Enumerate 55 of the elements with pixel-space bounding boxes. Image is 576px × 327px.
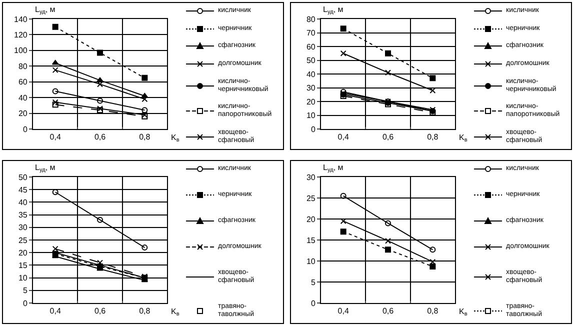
- y-tick-label: 20: [306, 97, 316, 106]
- x-tick-label: 0,4: [50, 132, 62, 142]
- x-axis-title: K$_{в}$: [459, 133, 468, 144]
- y-axis-title: L$_{уд}$, м: [323, 5, 344, 16]
- y-tick-label: 140: [14, 14, 28, 24]
- y-tick-label: 40: [18, 198, 28, 207]
- y-tick-label: 40: [306, 70, 316, 79]
- y-tick-label: 60: [306, 42, 316, 52]
- x-tick-label: 0,4: [50, 306, 62, 316]
- y-tick-label: 10: [18, 274, 28, 283]
- y-tick-label: 50: [18, 172, 28, 182]
- y-tick-label: 100: [14, 46, 28, 56]
- x-tick-label: 0,8: [139, 306, 151, 316]
- y-tick-label: 15: [18, 261, 28, 270]
- y-axis-title: L$_{уд}$, м: [35, 163, 56, 174]
- y-tick-label: 0: [310, 298, 316, 308]
- y-tick-label: 70: [306, 28, 316, 38]
- x-tick-label: 0,6: [94, 132, 106, 142]
- y-tick-label: 120: [14, 30, 28, 40]
- x-tick-label: 0,8: [427, 132, 439, 142]
- y-tick-label: 80: [306, 14, 316, 24]
- y-tick-label: 60: [18, 78, 28, 87]
- y-axis-title: L$_{уд}$, м: [35, 5, 56, 16]
- y-tick-label: 0: [310, 124, 316, 134]
- y-tick-label: 80: [18, 62, 28, 71]
- x-tick-label: 0,8: [427, 306, 439, 316]
- y-tick-label: 10: [306, 256, 316, 266]
- y-tick-label: 10: [306, 111, 316, 120]
- y-tick-label: 40: [18, 93, 28, 102]
- x-tick-label: 0,4: [338, 132, 350, 142]
- y-tick-label: 35: [18, 210, 28, 220]
- y-tick-label: 5: [22, 286, 28, 296]
- y-tick-label: 45: [18, 185, 28, 194]
- y-tick-label: 25: [18, 236, 28, 245]
- x-axis-title: K$_{в}$: [171, 133, 180, 144]
- y-tick-label: 15: [306, 236, 316, 245]
- y-tick-label: 25: [306, 194, 316, 203]
- y-tick-label: 20: [18, 248, 28, 258]
- x-tick-label: 0,6: [382, 132, 394, 142]
- y-tick-label: 30: [306, 84, 316, 93]
- y-tick-label: 20: [306, 214, 316, 224]
- y-tick-label: 5: [310, 278, 316, 287]
- y-tick-label: 50: [306, 56, 316, 66]
- x-axis-title: K$_{в}$: [459, 307, 468, 318]
- x-tick-label: 0,6: [382, 306, 394, 316]
- x-tick-label: 0,6: [94, 306, 106, 316]
- y-tick-label: 30: [306, 172, 316, 182]
- x-tick-label: 0,8: [139, 132, 151, 142]
- x-axis-title: K$_{в}$: [171, 307, 180, 318]
- x-tick-label: 0,4: [338, 306, 350, 316]
- y-tick-label: 30: [18, 223, 28, 232]
- y-axis-title: L$_{уд}$, м: [323, 163, 344, 174]
- y-tick-label: 0: [22, 124, 28, 134]
- y-tick-label: 20: [18, 109, 28, 118]
- y-tick-label: 0: [22, 298, 28, 308]
